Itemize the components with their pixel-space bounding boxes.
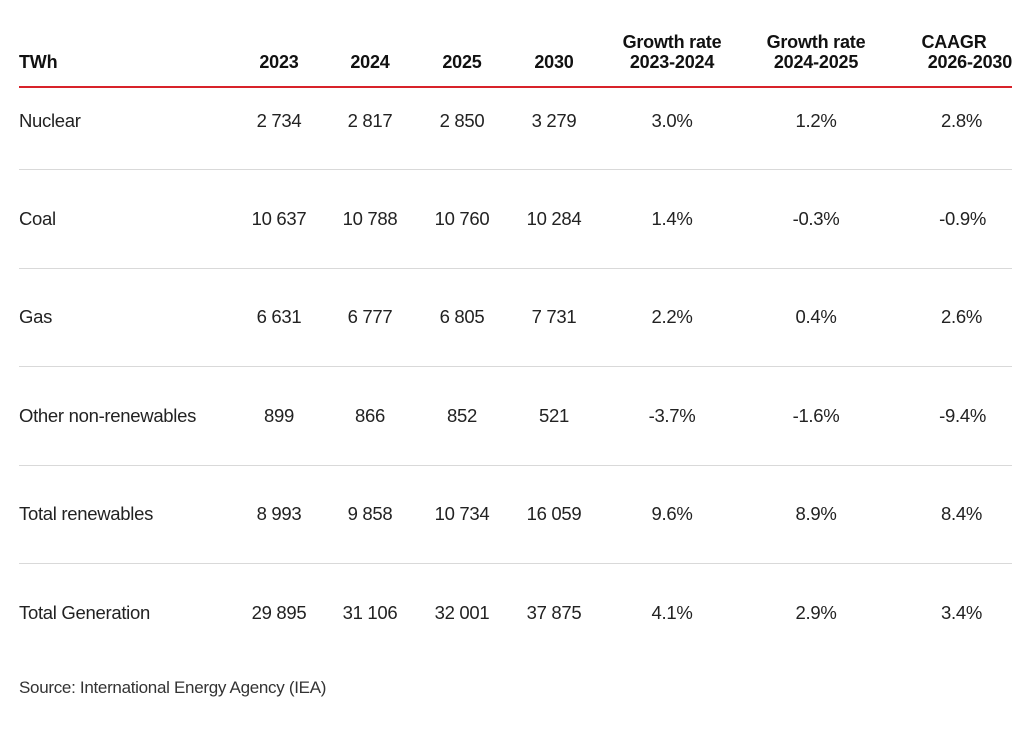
header-caagr-line1: CAAGR	[921, 32, 987, 52]
cell-2023: 6 631	[256, 306, 302, 328]
cell-2025: 6 805	[439, 306, 485, 328]
header-growth-2023-2024: Growth rate 2023-2024	[600, 32, 744, 72]
cell-growth-2023-2024: -3.7%	[648, 404, 696, 426]
cell-growth-2023-2024: 1.4%	[651, 207, 693, 229]
row-label: Total Generation	[19, 602, 150, 624]
header-growth-2023-2024-line1: Growth rate	[622, 32, 722, 52]
header-2023: 2023	[259, 52, 299, 72]
cell-caagr-2026-2030: 2.8%	[941, 109, 982, 131]
header-growth-2023-2024-line2: 2023-2024	[629, 52, 715, 72]
cell-2023: 10 637	[251, 207, 307, 229]
cell-2025: 10 734	[434, 503, 490, 525]
cell-growth-2024-2025: 0.4%	[795, 306, 837, 328]
cell-growth-2024-2025: 1.2%	[795, 109, 837, 131]
cell-2025: 852	[447, 404, 477, 426]
row-label: Coal	[19, 207, 56, 229]
header-2025: 2025	[442, 52, 482, 72]
cell-2024: 2 817	[347, 109, 393, 131]
table-header-row: TWh 2023 2024 2025 2030 Growth rate 2023…	[19, 24, 1012, 88]
cell-growth-2024-2025: -1.6%	[792, 404, 840, 426]
table-row: Total Generation 29 895 31 106 32 001 37…	[19, 564, 1012, 663]
generation-table: TWh 2023 2024 2025 2030 Growth rate 2023…	[19, 24, 1012, 88]
source-note: Source: International Energy Agency (IEA…	[19, 678, 327, 697]
cell-caagr-2026-2030: 2.6%	[941, 306, 982, 328]
cell-caagr-2026-2030: 3.4%	[941, 602, 982, 624]
row-label: Gas	[19, 306, 53, 328]
header-growth-2024-2025-line2: 2024-2025	[773, 52, 859, 72]
table-row: Nuclear 2 734 2 817 2 850 3 279 3.0% 1.2…	[19, 72, 1012, 170]
cell-growth-2024-2025: -0.3%	[792, 207, 840, 229]
table-row: Gas 6 631 6 777 6 805 7 731 2.2% 0.4% 2.…	[19, 269, 1012, 367]
cell-growth-2024-2025: 8.9%	[795, 503, 837, 525]
row-label: Nuclear	[19, 109, 81, 131]
cell-growth-2023-2024: 2.2%	[651, 306, 693, 328]
cell-2023: 2 734	[256, 109, 302, 131]
header-growth-2024-2025: Growth rate 2024-2025	[744, 32, 888, 72]
cell-2030: 16 059	[526, 503, 582, 525]
cell-caagr-2026-2030: -9.4%	[939, 404, 986, 426]
header-unit: TWh	[19, 52, 58, 72]
cell-2030: 3 279	[531, 109, 577, 131]
cell-growth-2023-2024: 4.1%	[651, 602, 693, 624]
cell-2024: 10 788	[342, 207, 398, 229]
cell-2024: 6 777	[347, 306, 393, 328]
cell-2025: 2 850	[439, 109, 485, 131]
cell-caagr-2026-2030: -0.9%	[939, 207, 986, 229]
cell-2024: 31 106	[342, 602, 398, 624]
header-caagr-2026-2030: CAAGR 2026-2030	[888, 32, 1013, 72]
cell-2023: 899	[264, 404, 294, 426]
header-caagr-line2: 2026-2030	[927, 52, 1012, 72]
cell-growth-2023-2024: 9.6%	[651, 503, 693, 525]
table-row: Other non-renewables 899 866 852 521 -3.…	[19, 367, 1012, 466]
cell-2025: 32 001	[434, 602, 490, 624]
header-2030: 2030	[534, 52, 574, 72]
cell-2024: 9 858	[347, 503, 393, 525]
cell-2030: 37 875	[526, 602, 582, 624]
cell-2025: 10 760	[434, 207, 490, 229]
cell-growth-2023-2024: 3.0%	[651, 109, 693, 131]
cell-2030: 10 284	[526, 207, 582, 229]
row-label: Other non-renewables	[19, 404, 197, 426]
cell-2024: 866	[355, 404, 385, 426]
row-label: Total renewables	[19, 503, 154, 525]
cell-2030: 7 731	[531, 306, 577, 328]
cell-2023: 8 993	[256, 503, 302, 525]
cell-growth-2024-2025: 2.9%	[795, 602, 837, 624]
table-row: Coal 10 637 10 788 10 760 10 284 1.4% -0…	[19, 170, 1012, 269]
table-body: Nuclear 2 734 2 817 2 850 3 279 3.0% 1.2…	[19, 72, 1012, 663]
table-row: Total renewables 8 993 9 858 10 734 16 0…	[19, 466, 1012, 564]
header-growth-2024-2025-line1: Growth rate	[766, 32, 866, 52]
cell-caagr-2026-2030: 8.4%	[941, 503, 982, 525]
header-2024: 2024	[350, 52, 390, 72]
cell-2023: 29 895	[251, 602, 307, 624]
cell-2030: 521	[539, 404, 569, 426]
